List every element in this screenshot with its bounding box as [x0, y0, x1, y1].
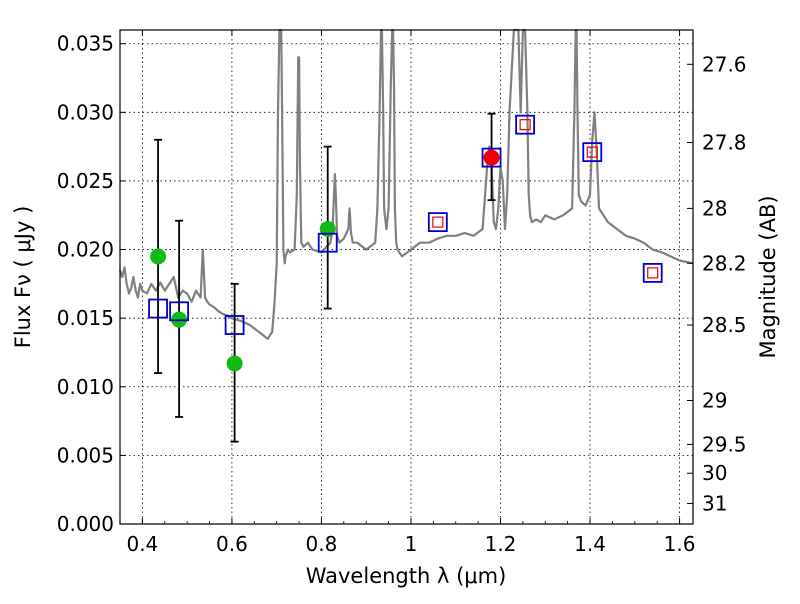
- model-flux-square: [317, 232, 338, 253]
- x-axis-ticks: 0.4 0.6 0.8 1 1.2 1.4 1.6: [126, 30, 695, 556]
- x-tick-label: 0.6: [216, 532, 248, 556]
- data-point: [150, 248, 167, 265]
- y-tick-label: 0.025: [57, 169, 114, 193]
- magnitude-axis-ticks: 27.6 27.8 28 28.2 28.5 29 29.5 30 31: [687, 52, 747, 515]
- model-flux-square: [582, 142, 603, 163]
- model-flux-square: [427, 212, 448, 233]
- magnitude-tick-label: 31: [702, 491, 727, 515]
- magnitude-tick-label: 28.5: [702, 313, 747, 337]
- data-point: [226, 355, 243, 372]
- y-axis-title: Flux Fν ( μJy ): [11, 206, 35, 349]
- upper-limit-square: [432, 216, 444, 228]
- y-tick-label: 0.020: [57, 238, 114, 262]
- x-tick-label: 1.2: [485, 532, 517, 556]
- model-flux-square: [148, 298, 168, 319]
- spectrum-line: [118, 28, 694, 340]
- magnitude-tick-label: 28: [702, 196, 727, 220]
- magnitude-tick-label: 29.5: [702, 432, 747, 456]
- model-flux-square: [642, 262, 663, 283]
- y-tick-label: 0.000: [57, 512, 114, 536]
- upper-limit-square: [586, 146, 598, 158]
- x-tick-label: 0.8: [306, 532, 338, 556]
- y-tick-label: 0.005: [57, 443, 114, 467]
- x-tick-label: 1: [405, 532, 418, 556]
- marker-layer: [148, 114, 663, 372]
- plot-frame: [119, 29, 694, 525]
- upper-limit-square: [519, 119, 531, 131]
- y-axis-ticks: 0.000 0.005 0.010 0.015 0.020 0.025 0.030 0.035: [57, 32, 126, 536]
- x-axis-title: Wavelength λ (μm): [306, 564, 507, 588]
- upper-limit-square: [647, 267, 659, 279]
- model-flux-square: [481, 147, 502, 168]
- magnitude-axis-title: Magnitude (AB): [756, 195, 780, 358]
- x-tick-label: 1.4: [574, 532, 606, 556]
- magnitude-tick-label: 29: [702, 389, 727, 413]
- magnitude-tick-label: 27.8: [702, 131, 747, 155]
- y-tick-label: 0.015: [57, 306, 114, 330]
- magnitude-tick-label: 28.2: [702, 251, 747, 275]
- model-flux-square: [169, 301, 189, 322]
- spectrum-layer: [118, 28, 694, 340]
- model-flux-square: [224, 315, 245, 335]
- data-point: [483, 149, 500, 166]
- y-tick-label: 0.035: [57, 32, 114, 56]
- magnitude-tick-label: 30: [702, 461, 727, 485]
- x-tick-label: 1.6: [664, 532, 696, 556]
- x-tick-label: 0.4: [126, 532, 158, 556]
- plot-background: [120, 30, 693, 524]
- y-tick-label: 0.030: [57, 100, 114, 124]
- model-flux-square: [515, 114, 536, 135]
- y-tick-label: 0.010: [57, 375, 114, 399]
- magnitude-tick-label: 27.6: [702, 52, 747, 76]
